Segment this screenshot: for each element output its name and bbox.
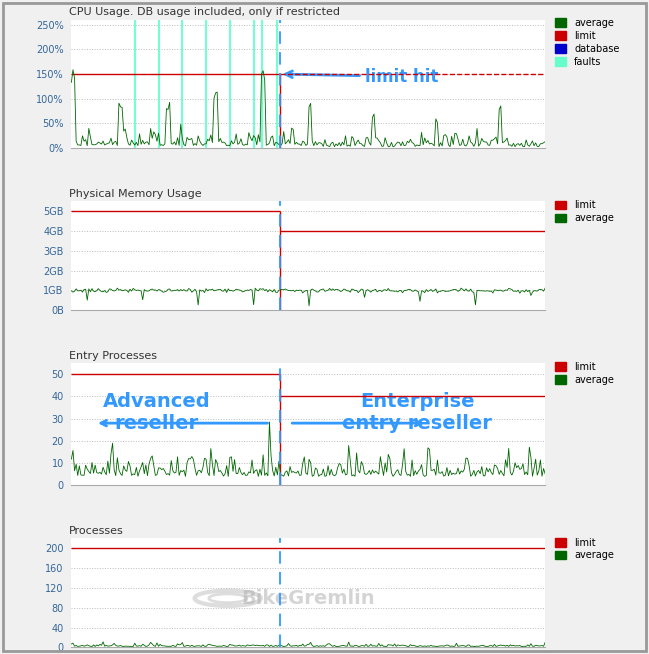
- Text: Enterprise
entry reseller: Enterprise entry reseller: [342, 392, 492, 432]
- Text: Processes: Processes: [69, 526, 124, 536]
- Text: BikeGremlin: BikeGremlin: [241, 589, 375, 608]
- Text: CPU Usage. DB usage included, only if restricted: CPU Usage. DB usage included, only if re…: [69, 7, 340, 18]
- Text: Advanced
reseller: Advanced reseller: [103, 392, 210, 432]
- Legend: limit, average: limit, average: [555, 362, 614, 385]
- Text: Entry Processes: Entry Processes: [69, 351, 157, 361]
- Legend: average, limit, database, faults: average, limit, database, faults: [555, 18, 620, 67]
- Legend: limit, average: limit, average: [555, 200, 614, 224]
- Text: Physical Memory Usage: Physical Memory Usage: [69, 189, 202, 199]
- Text: limit hit: limit hit: [286, 67, 439, 86]
- Legend: limit, average: limit, average: [555, 538, 614, 560]
